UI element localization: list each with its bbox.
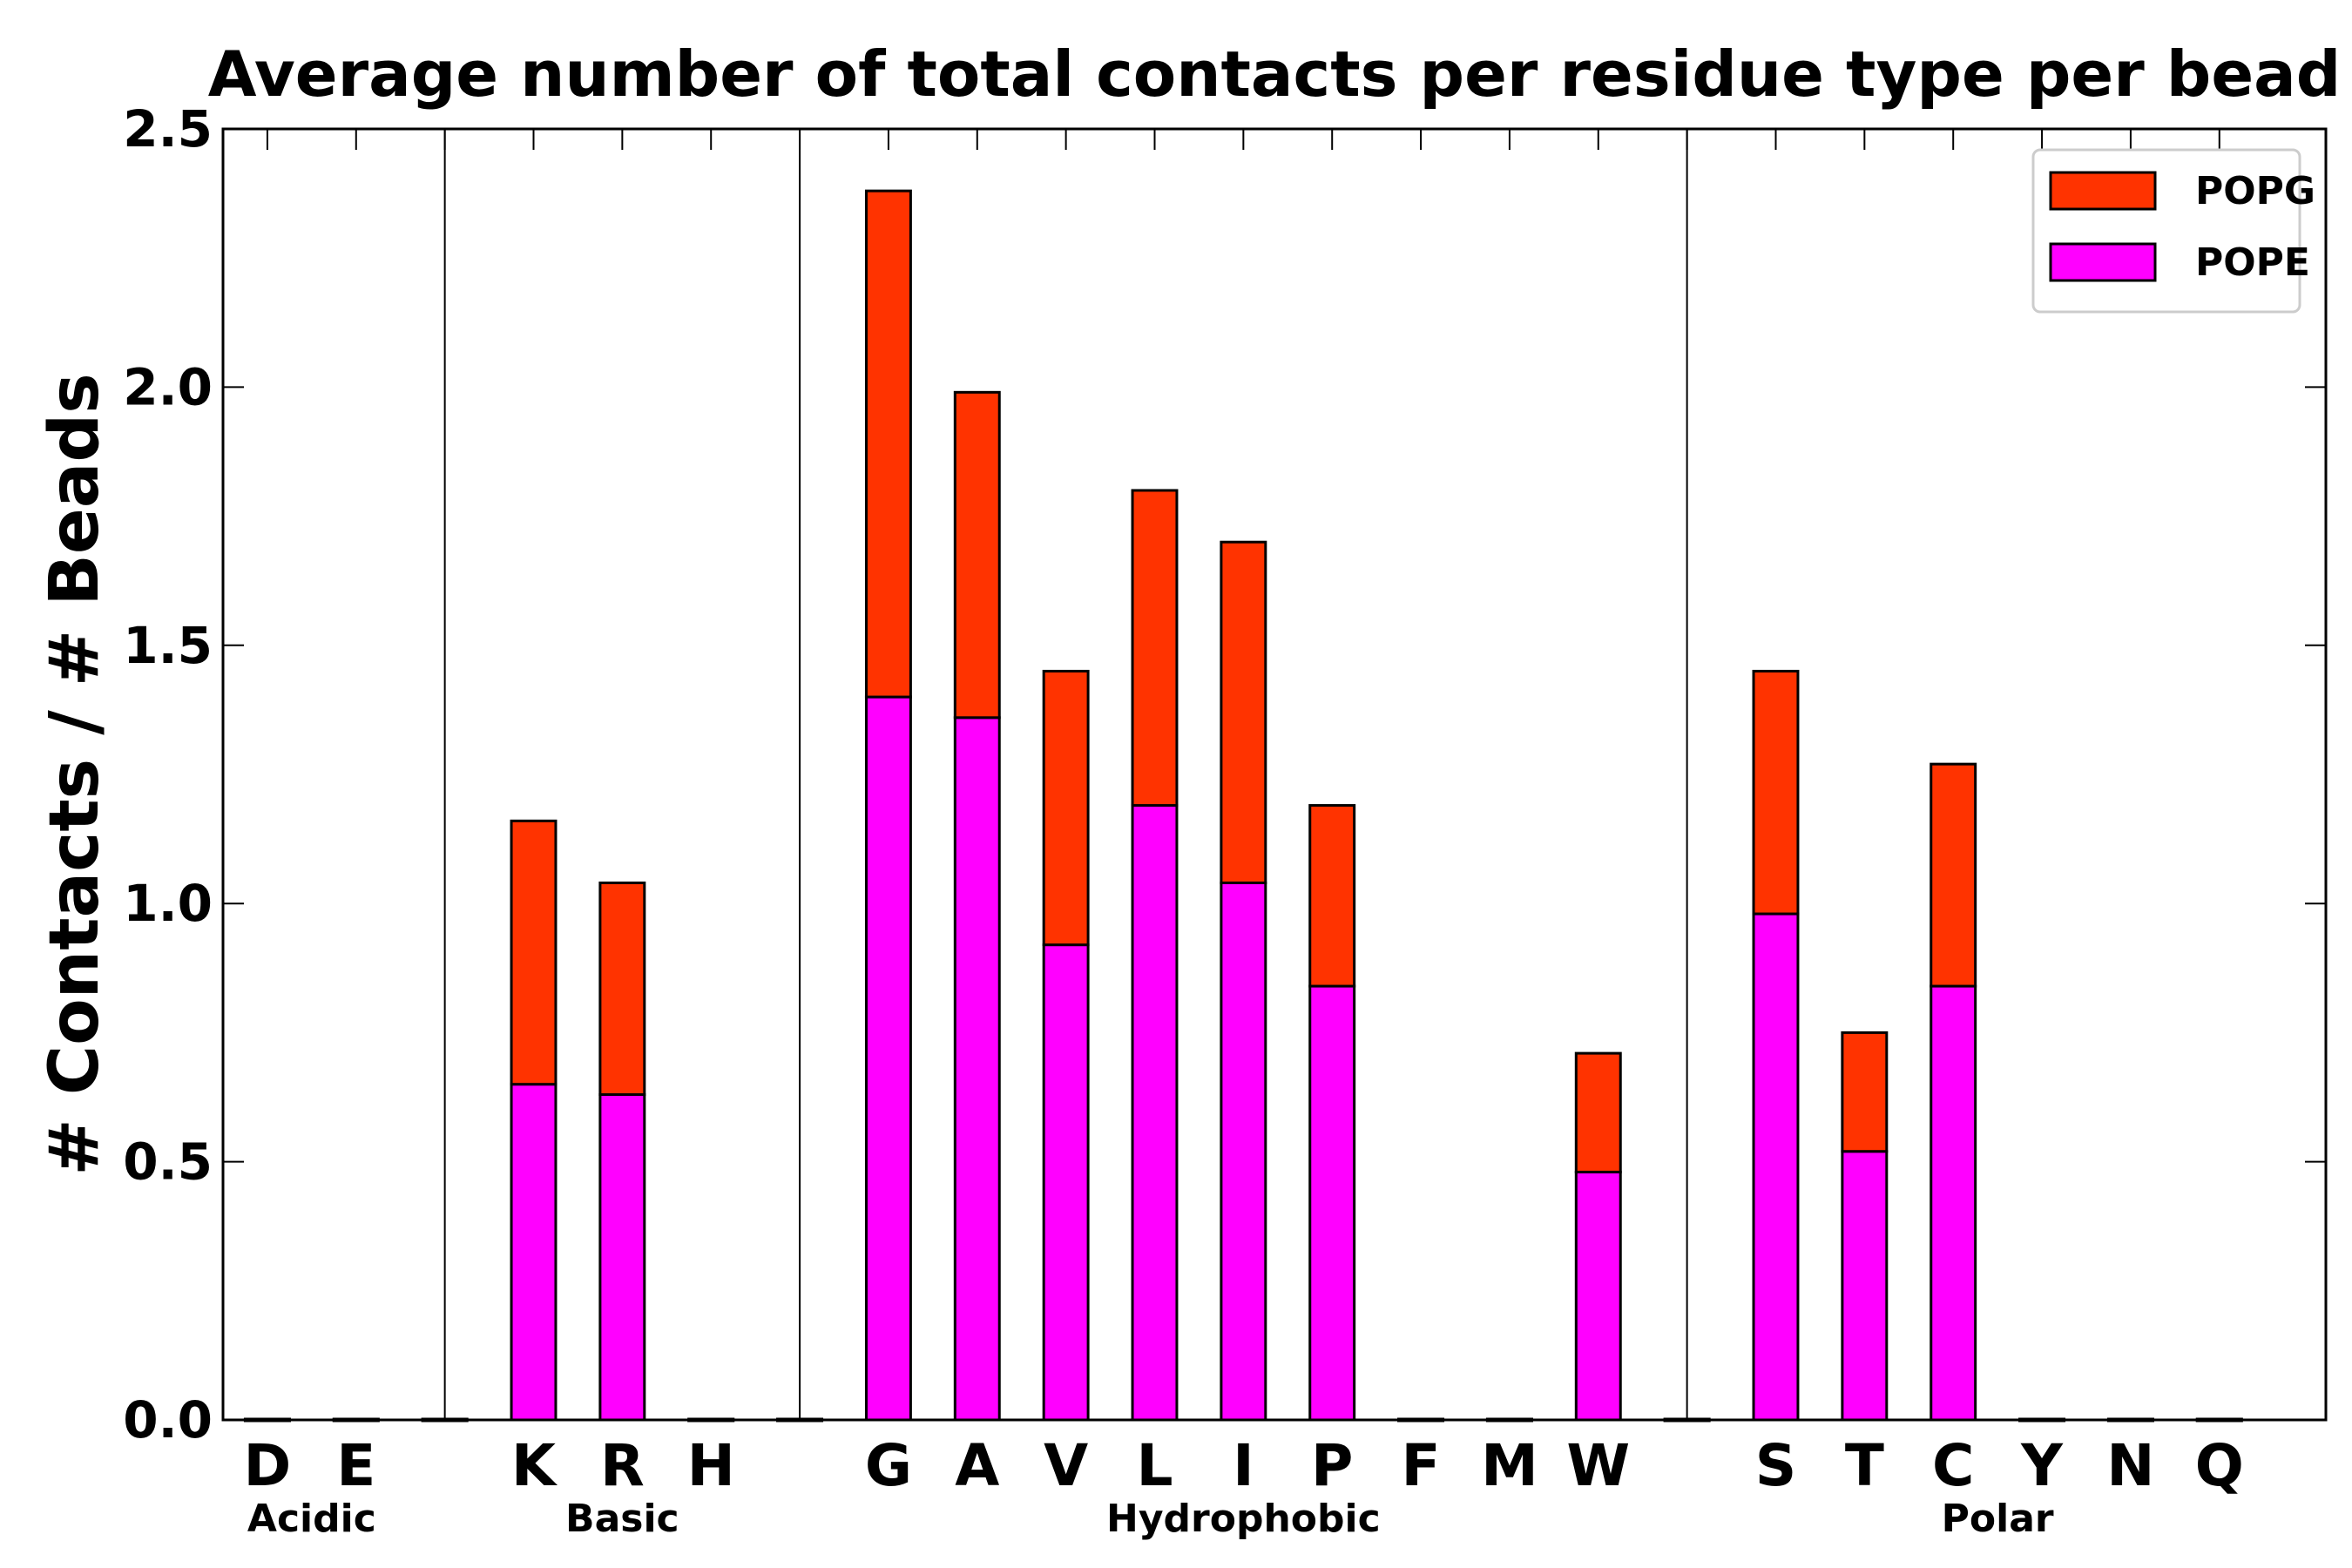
y-tick-label: 2.5 [123,99,213,159]
x-tick-label-L: L [1136,1432,1173,1499]
x-tick-label-G: G [865,1432,912,1499]
x-tick-label-M: M [1481,1432,1538,1499]
x-tick-label-E: E [336,1432,375,1499]
bar-pope-R [598,1093,646,1422]
bar-popg-L [1131,489,1179,808]
bar-popg-G [864,189,912,699]
x-tick-label-T: T [1845,1432,1884,1499]
bar-popg-K [510,819,558,1086]
y-tick-label: 0.5 [123,1132,213,1192]
bar-popg-C [1930,762,1977,988]
bar-popg-W [1574,1051,1622,1173]
bar-pope-G [864,695,912,1422]
bar-popg-A [953,390,1001,720]
y-axis-label: # Contacts / # Beads [36,373,114,1175]
bar-popg-P [1308,804,1356,988]
bar-popg-I [1220,540,1267,884]
plot-frame [221,127,2328,1422]
bar-popg-T [1841,1031,1889,1153]
bar-pope-P [1308,984,1356,1422]
legend-swatch-popg [2049,171,2157,211]
x-tick-label-S: S [1755,1432,1797,1499]
bar-popg-S [1752,669,1800,916]
x-tick-label-A: A [955,1432,999,1499]
y-tick-label: 0.0 [123,1390,213,1450]
y-tick-label: 1.0 [123,874,213,933]
x-tick-label-D: D [244,1432,292,1499]
x-tick-label-C: C [1932,1432,1974,1499]
bar-pope-K [510,1083,558,1422]
bar-popg-R [598,881,646,1097]
group-labels: Acidic Basic Hydrophobic Polar [247,1497,2054,1541]
x-tick-label-I: I [1233,1432,1254,1499]
bar-pope-T [1841,1150,1889,1422]
x-tick-label-Q: Q [2195,1432,2244,1499]
x-tick-label-H: H [687,1432,735,1499]
x-tick-label-R: R [600,1432,645,1499]
legend: POPG POPE [2031,148,2315,314]
bar-pope-I [1220,881,1267,1422]
legend-label-popg: POPG [2195,169,2315,213]
x-tick-label-N: N [2106,1432,2154,1499]
y-axis-ticks: 0.0 0.5 1.0 1.5 2.0 2.5 [123,99,2326,1450]
chart-title: Average number of total contacts per res… [208,37,2342,111]
bar-pope-S [1752,912,1800,1422]
bar-pope-W [1574,1170,1622,1422]
x-tick-label-W: W [1566,1432,1630,1499]
legend-swatch-pope [2049,242,2157,282]
bar-popg-V [1042,669,1090,947]
legend-label-pope: POPE [2195,240,2310,285]
bar-pope-A [953,716,1001,1422]
x-tick-label-Y: Y [2020,1432,2064,1499]
bar-pope-V [1042,943,1090,1422]
y-tick-label: 1.5 [123,616,213,675]
x-tick-label-K: K [511,1432,558,1499]
bar-pope-L [1131,804,1179,1422]
y-tick-label: 2.0 [123,357,213,416]
x-tick-label-V: V [1044,1432,1088,1499]
bar-pope-C [1930,984,1977,1422]
x-tick-label-P: P [1311,1432,1353,1499]
plot-area [243,129,2243,1423]
x-tick-label-F: F [1402,1432,1441,1499]
group-label-hydrophobic: Hydrophobic [1106,1497,1381,1541]
group-label-acidic: Acidic [247,1497,376,1541]
group-label-polar: Polar [1942,1497,2054,1541]
group-label-basic: Basic [565,1497,679,1541]
